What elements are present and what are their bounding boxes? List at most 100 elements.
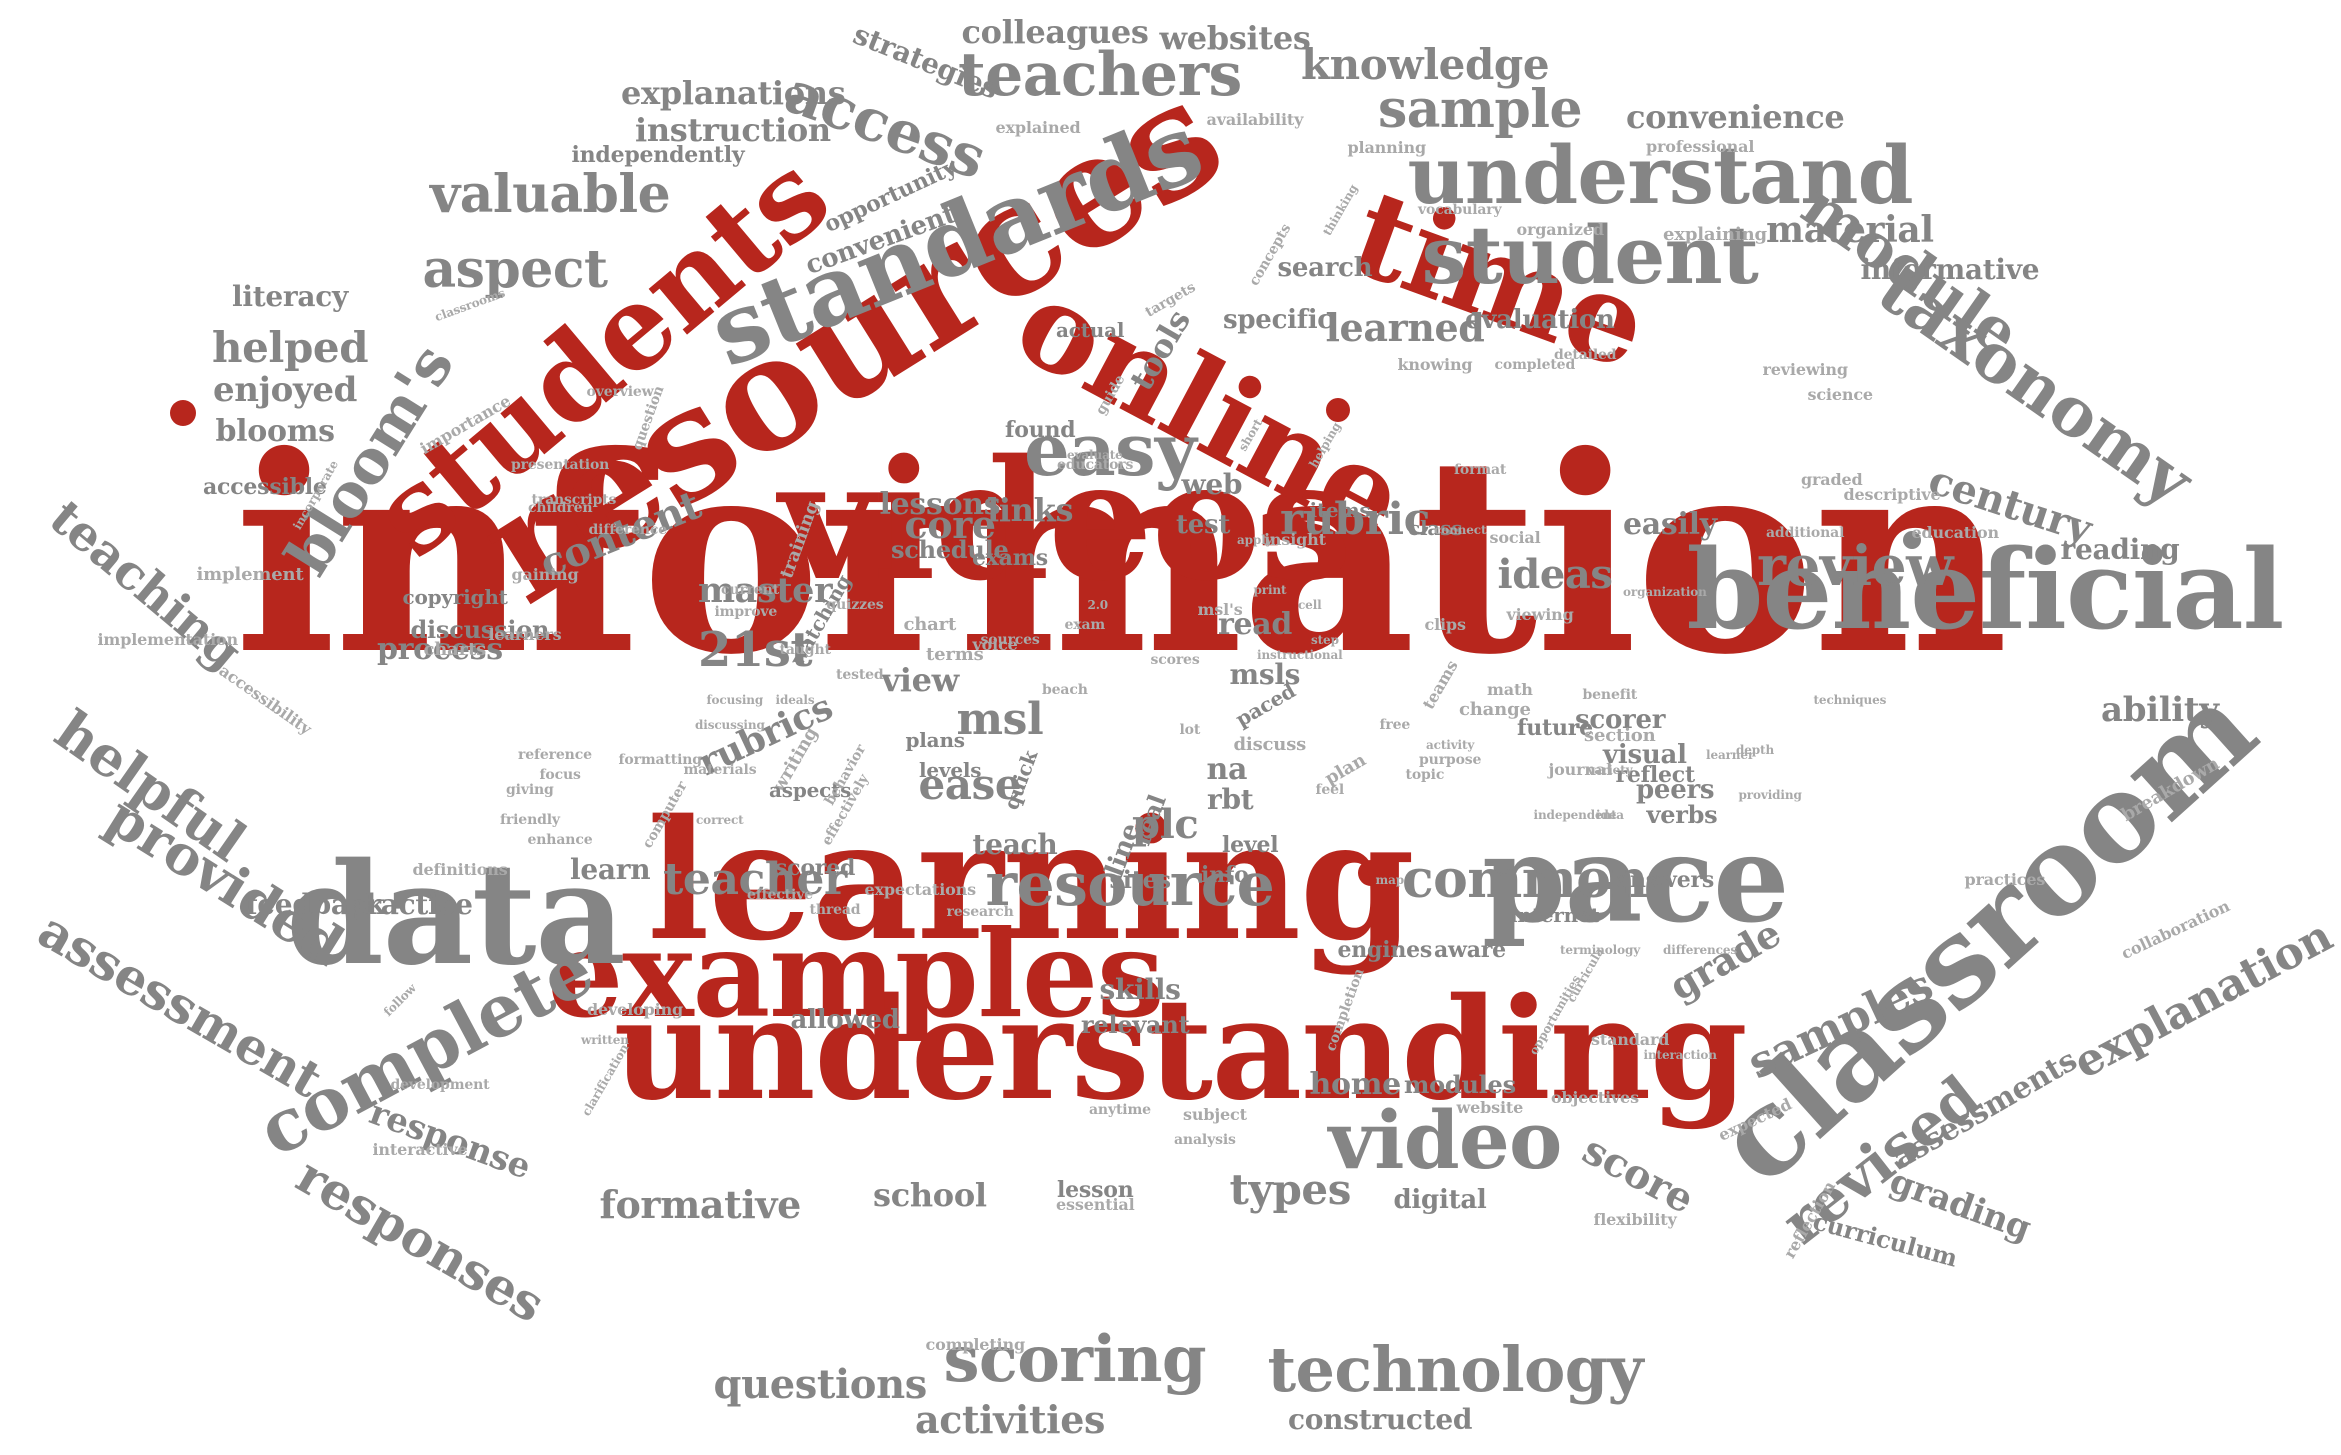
word-found: found	[1005, 417, 1076, 443]
word-future: future	[1517, 715, 1593, 741]
decorative-dot	[1903, 531, 1921, 549]
word-lot: lot	[1179, 722, 1201, 738]
word-gaining: gaining	[511, 565, 579, 584]
word-reflect: reflect	[1615, 762, 1696, 788]
word-purpose: purpose	[1419, 752, 1482, 768]
word-scoring: scoring	[943, 1322, 1207, 1397]
word-idea: idea	[1596, 808, 1624, 822]
word-implement: implement	[196, 564, 304, 585]
word-subject: subject	[1183, 1105, 1247, 1124]
word-education: education	[1911, 523, 2000, 542]
word-collaboration: collaboration	[2117, 896, 2233, 963]
word-websites: websites	[1159, 19, 1311, 57]
word-definitions: definitions	[412, 860, 508, 879]
word-questions: questions	[713, 1361, 928, 1408]
word-view: view	[881, 661, 960, 699]
word-research: research	[946, 904, 1014, 920]
word-blooms: blooms	[215, 414, 336, 449]
word-transcripts: transcripts	[531, 492, 617, 508]
word-development: development	[390, 1077, 490, 1093]
word-organized: organized	[1516, 220, 1605, 239]
word-quizzes: quizzes	[826, 597, 884, 613]
word-planning: planning	[1347, 138, 1427, 157]
word-practices: practices	[1964, 870, 2046, 889]
word-discussion: discussion	[410, 615, 550, 644]
word-easily: easily	[1623, 507, 1717, 542]
word-review: review	[1757, 532, 1953, 598]
word-convenience: convenience	[1626, 98, 1845, 136]
word-instructional: instructional	[1257, 648, 1343, 662]
word-professional: professional	[1646, 137, 1755, 156]
word-modules: modules	[1404, 1070, 1516, 1099]
word-thread: thread	[809, 902, 861, 918]
word-levels: levels	[919, 758, 982, 782]
word-map: map	[1375, 873, 1405, 887]
decorative-dot	[1326, 398, 1350, 422]
word-rubric: rubric	[1280, 494, 1430, 545]
word-exam: exam	[1064, 617, 1106, 633]
word-score: score	[1575, 1126, 1702, 1224]
word-teaching: teaching	[38, 489, 252, 681]
word-terminology: terminology	[1560, 943, 1641, 957]
word-organization: organization	[1623, 585, 1707, 599]
word-ideas: ideas	[1497, 551, 1613, 598]
word-effective: effective	[747, 887, 813, 903]
word-read: read	[1218, 607, 1293, 642]
word-data: data	[286, 833, 626, 997]
word-implementation: implementation	[97, 630, 239, 649]
word-digital: digital	[1393, 1185, 1487, 1215]
word-apply: apply	[1237, 533, 1273, 547]
word-expectations: expectations	[864, 880, 977, 899]
word-essential: essential	[1056, 1195, 1135, 1214]
word-evaluate: evaluate	[1067, 448, 1123, 462]
decorative-dot	[170, 400, 196, 426]
word-core: core	[904, 502, 997, 547]
word-master: master	[698, 569, 833, 611]
word-free: free	[1379, 717, 1411, 733]
word-variety: variety	[1587, 763, 1633, 777]
word-teachers: teachers	[958, 40, 1242, 110]
word-helped: helped	[212, 323, 369, 372]
word-aspect: aspect	[422, 239, 609, 300]
word-focusing: focusing	[706, 693, 764, 707]
word-explanations: explanations	[621, 74, 846, 112]
word-links: links	[987, 491, 1074, 529]
word-section: section	[1584, 725, 1656, 746]
word-beneficial: beneficial	[1686, 525, 2285, 654]
word-clips: clips	[1424, 615, 1466, 634]
word-giving: giving	[506, 782, 554, 798]
word-educators: educators	[1057, 457, 1134, 473]
word-website: website	[1456, 1098, 1524, 1117]
word-cell: cell	[1298, 598, 1322, 612]
word-verbs: verbs	[1646, 800, 1718, 829]
word-practice: practice	[347, 888, 473, 921]
word-msl: msl	[956, 694, 1044, 745]
word-curriculum: curriculum	[1809, 1206, 1961, 1273]
word-test: test	[1176, 510, 1231, 540]
word-descriptive: descriptive	[1843, 485, 1941, 504]
word-allowed: allowed	[790, 1005, 900, 1035]
word-rbt: rbt	[1207, 783, 1254, 816]
word-discussing: discussing	[695, 718, 765, 732]
word-items: items	[1309, 498, 1371, 522]
word-plans: plans	[905, 728, 966, 752]
word-vocabulary: vocabulary	[1418, 202, 1502, 218]
word-difference: difference	[588, 522, 668, 538]
word-teacher: teacher	[663, 854, 847, 905]
word-sources: sources	[980, 632, 1040, 648]
word-techniques: techniques	[1813, 693, 1887, 707]
word-reference: reference	[518, 747, 592, 763]
word-understand: understand	[1407, 128, 1914, 222]
word-learning: learning	[647, 782, 1415, 977]
word-topic: topic	[1405, 767, 1445, 783]
word-materials: materials	[683, 762, 757, 778]
word-step: step	[1311, 633, 1339, 647]
word-completing: completing	[925, 1335, 1026, 1354]
word-discuss: discuss	[1233, 734, 1307, 755]
decorative-dot	[1358, 860, 1384, 886]
word-learner: learner	[1706, 748, 1755, 762]
word-easy: easy	[1024, 407, 1197, 492]
word-sites: sites	[1109, 865, 1172, 894]
word-msl-s: msl's	[1197, 600, 1243, 619]
word-depth: depth	[1736, 743, 1775, 757]
